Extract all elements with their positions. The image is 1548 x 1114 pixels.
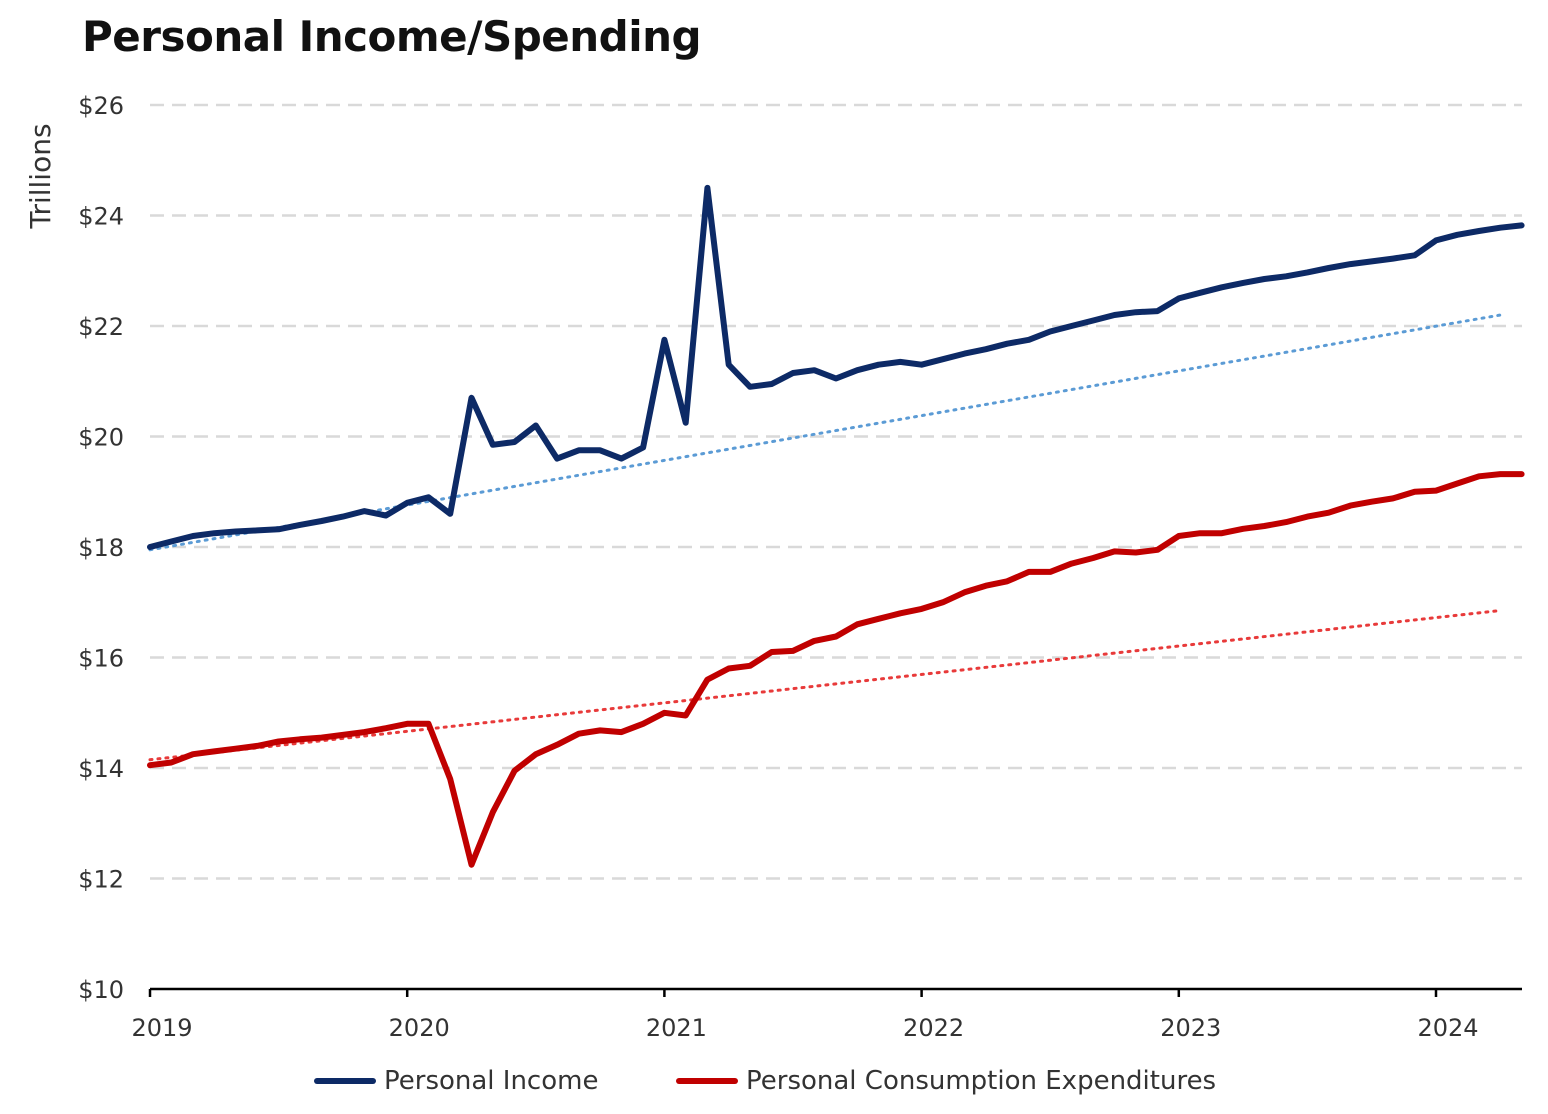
gridlines bbox=[150, 103, 1522, 880]
legend-item-personal-income: Personal Income bbox=[314, 1066, 598, 1096]
legend: Personal Income Personal Consumption Exp… bbox=[0, 1066, 1548, 1106]
y-axis-ticks: $10 $12 $14 $16 $18 $20 $22 $24 $26 bbox=[78, 92, 124, 1004]
chart-title: Personal Income/Spending bbox=[82, 12, 702, 61]
y-tick-label: $14 bbox=[78, 755, 124, 783]
x-tick-label: 2024 bbox=[1417, 1014, 1478, 1042]
y-tick-label: $22 bbox=[78, 313, 124, 341]
x-tick-label: 2022 bbox=[903, 1014, 964, 1042]
legend-swatch-pce bbox=[676, 1078, 738, 1084]
x-axis-ticks: 2019 2020 2021 2022 2023 2024 bbox=[131, 989, 1479, 1042]
series-line-personal-income bbox=[147, 184, 1525, 550]
x-tick-label: 2019 bbox=[131, 1014, 192, 1042]
x-tick-label: 2023 bbox=[1160, 1014, 1221, 1042]
y-axis-label: Trillions bbox=[24, 123, 57, 229]
series-line-pce bbox=[147, 471, 1525, 868]
legend-label-pce: Personal Consumption Expenditures bbox=[746, 1066, 1217, 1096]
y-tick-label: $18 bbox=[78, 534, 124, 562]
y-tick-label: $20 bbox=[78, 424, 124, 452]
y-tick-label: $10 bbox=[78, 976, 124, 1004]
y-tick-label: $26 bbox=[78, 92, 124, 120]
y-tick-label: $12 bbox=[78, 866, 124, 894]
x-tick-label: 2021 bbox=[646, 1014, 707, 1042]
y-tick-label: $24 bbox=[78, 203, 124, 231]
legend-item-pce: Personal Consumption Expenditures bbox=[676, 1066, 1216, 1096]
series-lines bbox=[147, 184, 1525, 868]
x-tick-label: 2020 bbox=[389, 1014, 450, 1042]
trendline-pce bbox=[148, 609, 1502, 762]
y-tick-label: $16 bbox=[78, 645, 124, 673]
legend-label-personal-income: Personal Income bbox=[384, 1066, 599, 1096]
legend-swatch-personal-income bbox=[314, 1078, 376, 1084]
